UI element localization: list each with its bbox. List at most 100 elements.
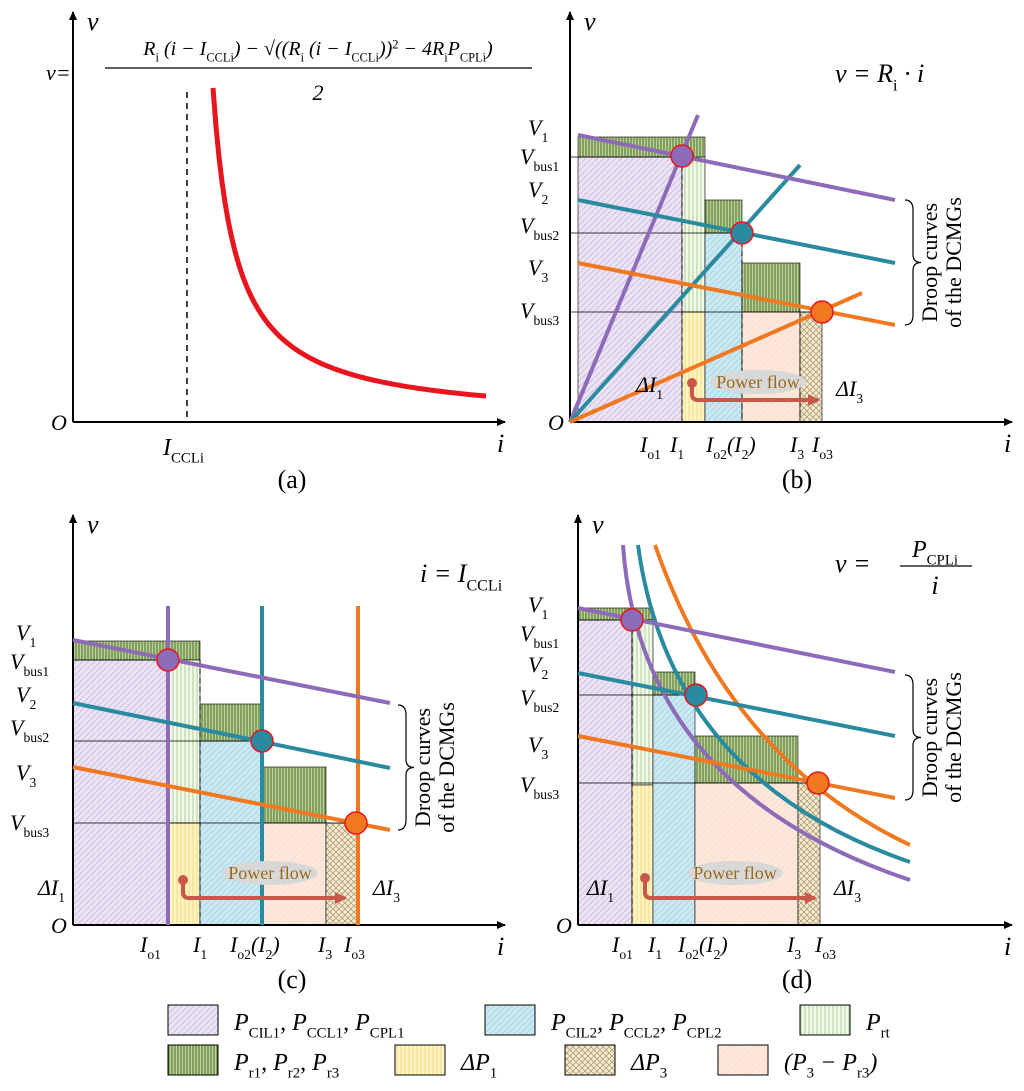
label-part: , P <box>660 1010 687 1036</box>
droop-label: Droop curves <box>917 678 942 797</box>
power-flow-label: Power flow <box>716 372 800 392</box>
power-region <box>325 822 359 926</box>
y-label: Vbus3 <box>520 298 559 328</box>
label-part: I <box>677 932 687 957</box>
label-part: o2 <box>237 947 251 962</box>
label-part: CIL2 <box>566 1026 597 1042</box>
x-label: I1 <box>669 432 684 462</box>
y-label: V2 <box>528 177 548 207</box>
label-part: o1 <box>147 947 161 962</box>
equation: Ri (i − ICCLi) − √((Ri (i − ICCLi))2 − 4… <box>142 38 493 65</box>
droop-line <box>72 765 391 832</box>
operating-point <box>250 729 274 753</box>
label-part: V <box>16 620 32 645</box>
y-label: Vbus3 <box>10 810 49 840</box>
label-part: R <box>142 38 155 60</box>
label-part: i <box>893 77 898 94</box>
y-label: V2 <box>528 652 548 682</box>
droop-line <box>72 701 391 770</box>
power-region <box>72 659 169 926</box>
label-part: 1 <box>656 387 663 402</box>
equation: v = <box>835 549 871 578</box>
label-part: 1 <box>58 890 65 905</box>
equation: PCPLi <box>911 537 958 569</box>
operating-point <box>670 144 694 168</box>
label-part: V <box>16 760 32 785</box>
label-part: V <box>520 772 536 797</box>
operating-point <box>684 683 708 707</box>
label-part: i <box>497 429 504 458</box>
label-part: 1 <box>677 447 684 462</box>
label-part: I <box>343 932 353 957</box>
label-part: I <box>786 932 796 957</box>
label-part: (P <box>784 1050 807 1076</box>
label-part: rt <box>881 1026 891 1042</box>
y-label: V1 <box>528 592 548 622</box>
label-part: V <box>528 592 544 617</box>
label-part: ) <box>746 432 755 457</box>
y-label: V1 <box>16 620 36 650</box>
label-part: CCLi <box>466 577 502 594</box>
legend-label: ΔP3 <box>630 1050 667 1082</box>
delta-label: ΔI3 <box>835 376 863 406</box>
label-part: CPLi <box>927 553 958 569</box>
label-part: i <box>1004 932 1011 961</box>
operating-point <box>806 771 830 795</box>
label-part: V <box>10 715 26 740</box>
label-part: v <box>87 7 99 36</box>
power-region <box>694 782 799 926</box>
x-label: Io3 <box>814 932 836 962</box>
origin-label: O <box>51 410 67 435</box>
power-region <box>631 784 654 926</box>
label-part: 3 <box>393 890 400 905</box>
x-label: Io1 <box>611 932 633 962</box>
legend-label: Prt <box>865 1010 891 1042</box>
x-label: Io2(I2) <box>229 932 280 962</box>
label-part: i <box>444 50 448 64</box>
legend-swatch <box>564 1044 616 1076</box>
label-part: i = I <box>420 559 468 588</box>
x-axis-label: i <box>497 429 504 458</box>
label-part: 3 <box>541 747 548 762</box>
brace <box>904 674 922 801</box>
label-part: 3 <box>541 270 548 285</box>
legend-label: PCIL1, PCCL1, PCPL1 <box>233 1010 405 1042</box>
label-part: O <box>51 913 67 938</box>
label-part: ΔI <box>635 372 658 397</box>
label-part: 1 <box>655 947 662 962</box>
brace <box>397 704 415 831</box>
label-part: ) <box>270 932 279 957</box>
label-part: 2 <box>541 667 548 682</box>
label-part: P <box>865 1010 881 1036</box>
equation: v = Ri · i <box>835 59 924 94</box>
label-part: bus1 <box>533 636 559 651</box>
label-part: P <box>233 1010 249 1036</box>
label-part: (I <box>699 932 715 957</box>
label-part: bus2 <box>533 228 559 243</box>
label-part: v = R <box>835 59 893 88</box>
y-label: Vbus1 <box>520 621 559 651</box>
power-region <box>741 311 801 423</box>
label-part: O <box>548 410 564 435</box>
label-part: 2 <box>541 192 548 207</box>
equation: 2 <box>313 80 324 105</box>
label-part: CPLi <box>460 50 487 64</box>
y-label: V3 <box>528 255 548 285</box>
y-label: Vbus1 <box>520 144 559 174</box>
label-part: , P <box>261 1050 288 1076</box>
legend-label: Pr1, Pr2, Pr3 <box>233 1050 339 1082</box>
label-part: ΔP <box>460 1050 490 1076</box>
label-part: P <box>911 537 927 563</box>
legend-swatch <box>484 1004 536 1036</box>
equation: i <box>931 571 938 600</box>
label-part: CCLi <box>206 50 234 64</box>
label-part: 1 <box>607 890 614 905</box>
y-label: Vbus3 <box>520 772 559 802</box>
delta-label: ΔI1 <box>635 372 663 402</box>
label-part: − 4R <box>398 38 444 60</box>
label-part: I <box>162 435 172 461</box>
label-part: 2 <box>29 697 36 712</box>
droop-label: of the DCMGs <box>434 702 459 833</box>
label-part: o3 <box>351 947 365 962</box>
x-label: I1 <box>192 932 207 962</box>
